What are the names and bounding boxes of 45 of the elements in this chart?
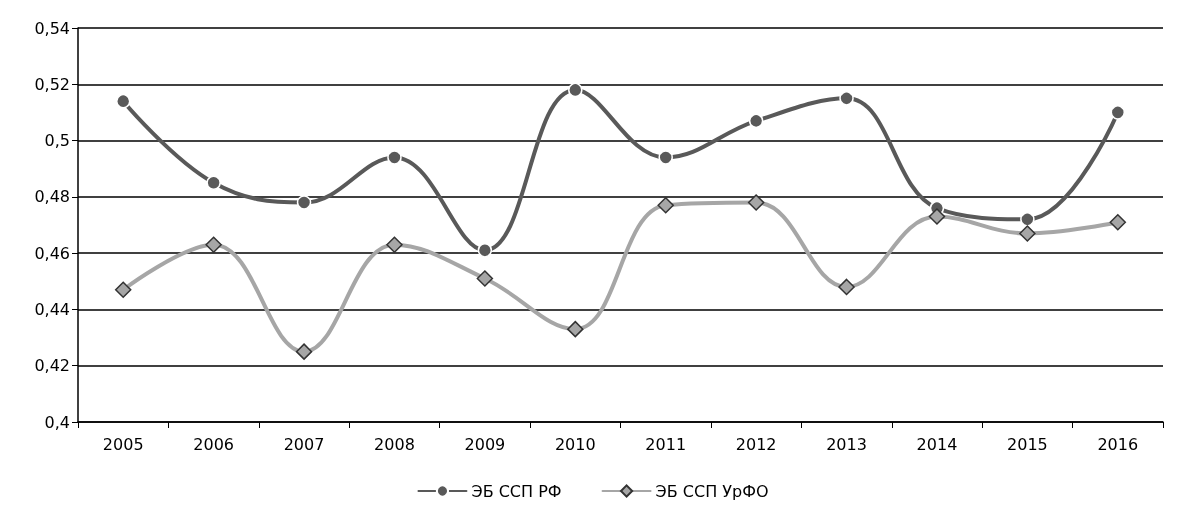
y-tick-label: 0,52: [34, 74, 70, 94]
x-tick-label: 2012: [735, 434, 777, 454]
y-tick-label: 0,46: [34, 243, 70, 263]
y-tick-label: 0,54: [34, 18, 70, 38]
point: [838, 278, 855, 296]
point: [839, 91, 854, 106]
point: [928, 208, 946, 225]
x-tick-label: 2013: [826, 434, 867, 454]
x-tick-label: 2009: [464, 434, 506, 454]
point: [115, 93, 131, 109]
point: [1109, 213, 1127, 231]
point: [1020, 212, 1035, 227]
x-tick-label: 2010: [554, 434, 596, 454]
x-tick-label: 2005: [102, 434, 144, 454]
point: [477, 243, 493, 258]
point: [386, 236, 403, 253]
point: [657, 197, 674, 214]
y-tick-label: 0,4: [44, 412, 70, 432]
point: [1110, 105, 1126, 120]
y-tick-label: 0,5: [44, 131, 70, 151]
legend-label: ЭБ ССП РФ: [471, 481, 562, 501]
point: [748, 113, 764, 129]
y-tick-label: 0,48: [34, 187, 70, 207]
point: [747, 194, 765, 211]
point: [205, 236, 222, 253]
point: [387, 150, 402, 165]
legend-label: ЭБ ССП УрФО: [655, 481, 769, 501]
point: [114, 281, 132, 298]
x-tick-label: 2008: [374, 434, 415, 454]
y-tick-label: 0,44: [34, 299, 70, 319]
point: [295, 343, 313, 360]
point: [296, 195, 312, 210]
point: [658, 150, 673, 165]
point: [568, 82, 583, 98]
point: [476, 270, 494, 287]
x-tick-label: 2011: [645, 434, 687, 454]
point: [206, 175, 221, 191]
y-tick-label: 0,42: [34, 356, 70, 376]
x-tick-label: 2016: [1097, 434, 1139, 454]
x-tick-label: 2014: [916, 434, 958, 454]
x-tick-label: 2007: [283, 434, 325, 454]
x-tick-label: 2006: [193, 434, 234, 454]
point: [1019, 225, 1036, 242]
point: [567, 320, 584, 338]
x-tick-label: 2015: [1007, 434, 1048, 454]
